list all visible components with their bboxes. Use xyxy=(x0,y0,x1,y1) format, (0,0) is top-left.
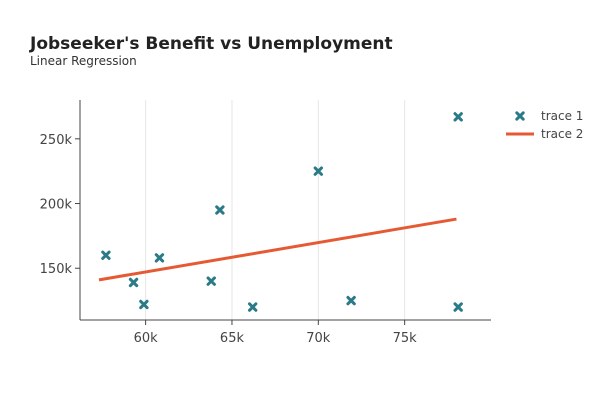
scatter-point xyxy=(139,299,149,310)
x-tick-label: 70k xyxy=(306,331,331,346)
scatter-point xyxy=(101,250,111,260)
regression-line xyxy=(98,217,457,282)
scatter-point xyxy=(206,276,216,286)
scatter-point xyxy=(247,302,258,312)
chart-title: Jobseeker's Benefit vs Unemployment xyxy=(30,34,393,54)
chart-subtitle: Linear Regression xyxy=(30,54,137,68)
scatter-point xyxy=(346,295,356,306)
legend-item-label: trace 1 xyxy=(541,109,583,123)
legend-x-marker-icon xyxy=(515,111,525,121)
x-tick-label: 75k xyxy=(393,331,418,346)
scatter-point xyxy=(128,277,139,288)
y-tick-label: 150k xyxy=(40,262,73,277)
x-tick-label: 65k xyxy=(220,331,245,346)
grid-lines xyxy=(145,100,406,320)
regression-line-layer xyxy=(98,217,457,282)
scatter-point xyxy=(313,166,324,176)
legend-item-label: trace 2 xyxy=(541,127,583,141)
y-tick-label: 200k xyxy=(40,198,73,213)
y-tick-label: 250k xyxy=(40,133,73,148)
legend[interactable]: trace 1 trace 2 xyxy=(506,109,583,141)
scatter-point xyxy=(453,302,463,312)
axes: 60k 65k 70k 75k 150k 200k 250k xyxy=(40,100,491,346)
scatter-point xyxy=(215,205,225,215)
scatter-markers xyxy=(101,112,463,312)
x-tick-label: 60k xyxy=(134,331,159,346)
scatter-point xyxy=(453,112,463,122)
scatter-point xyxy=(154,253,165,263)
